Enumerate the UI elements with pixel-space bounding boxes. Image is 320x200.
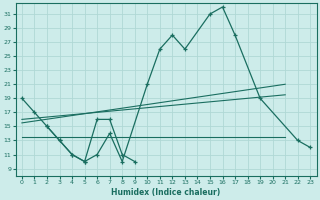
X-axis label: Humidex (Indice chaleur): Humidex (Indice chaleur) — [111, 188, 221, 197]
